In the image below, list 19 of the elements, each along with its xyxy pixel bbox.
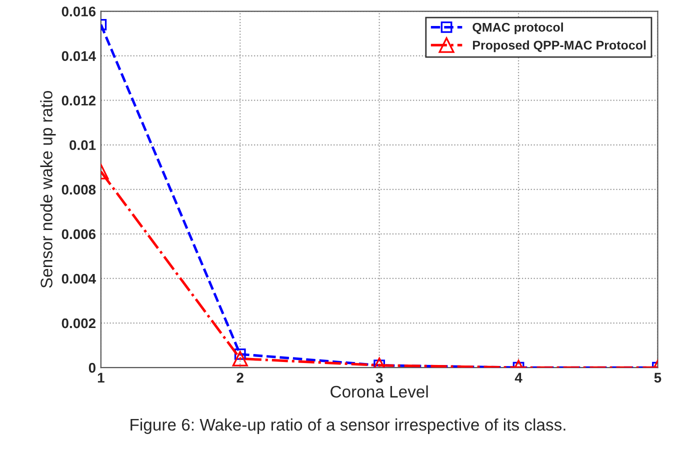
y-tick-label: 0.006 bbox=[62, 229, 96, 240]
y-tick-label: 0 bbox=[88, 362, 96, 373]
y-tick-label: 0.012 bbox=[62, 96, 96, 106]
x-tick-label: 4 bbox=[514, 372, 522, 382]
x-tick-label: 3 bbox=[376, 372, 383, 383]
y-tick-label: 0.016 bbox=[62, 6, 96, 16]
y-axis-title: Sensor node wake up ratio bbox=[40, 90, 56, 288]
x-tick-label: 1 bbox=[98, 372, 104, 382]
x-axis-title: Corona Level bbox=[330, 385, 428, 398]
y-tick-label: 0.008 bbox=[62, 184, 96, 195]
x-tick-label: 5 bbox=[654, 372, 662, 383]
legend-label: QMAC protocol bbox=[472, 22, 563, 34]
x-tick-label: 2 bbox=[236, 372, 244, 382]
y-tick-label: 0.004 bbox=[62, 274, 96, 284]
y-tick-label: 0.01 bbox=[70, 140, 96, 150]
y-tick-label: 0.014 bbox=[62, 51, 96, 61]
legend-label: Proposed QPP-MAC Protocol bbox=[472, 40, 646, 52]
caption: Figure 6: Wake-up ratio of a sensor irrespective of its class. bbox=[130, 418, 566, 434]
y-tick-label: 0.002 bbox=[62, 318, 96, 328]
